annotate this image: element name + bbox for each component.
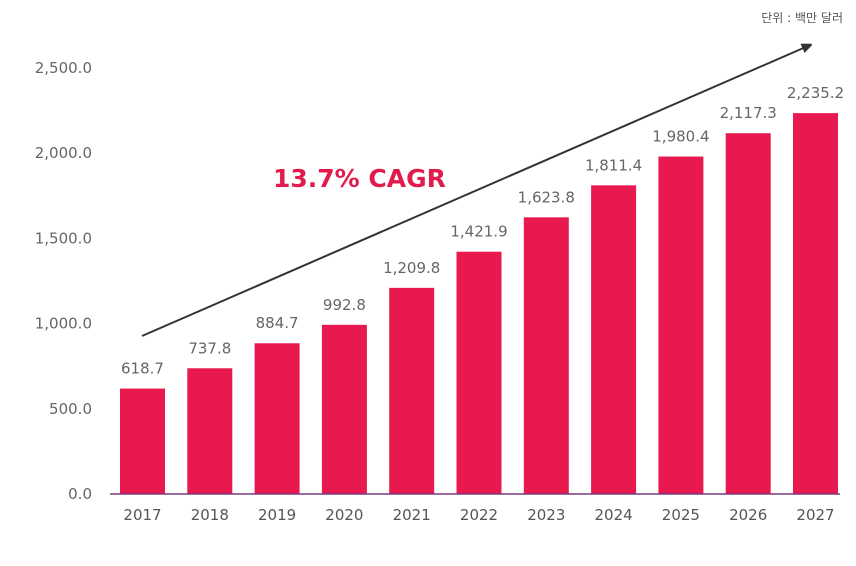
data-label-2027: 2,235.2 [787,84,844,102]
data-label-2023: 1,623.8 [518,188,575,206]
x-tick-label-2027: 2027 [796,506,834,524]
bar-2020 [321,324,367,494]
bar-2022 [456,251,502,494]
y-tick-label: 2,500.0 [35,59,92,77]
bar-2021 [389,287,435,494]
x-tick-label-2018: 2018 [191,506,229,524]
x-tick-label-2023: 2023 [527,506,565,524]
data-label-2020: 992.8 [323,296,366,314]
data-labels: 618.7 737.8 884.7 992.8 1,209.8 1,421.9 1,623.… [121,84,844,377]
bar-2024 [591,185,637,494]
x-tick-label-2021: 2021 [393,506,431,524]
x-axis-ticks: 2017 2018 2019 2020 2021 2022 2023 2024 2025 2026… [123,506,834,524]
cagr-annotation: 13.7% CAGR [273,164,446,193]
bars [120,113,838,494]
y-tick-label: 1,000.0 [35,315,92,333]
data-label-2025: 1,980.4 [652,128,709,146]
y-tick-label: 0.0 [68,485,92,503]
y-axis-ticks: 0.0 500.0 1,000.0 1,500.0 2,000.0 2,500.0 [35,59,92,503]
bar-2017 [120,388,165,494]
cagr-trend-arrow [141,46,808,337]
y-tick-label: 1,500.0 [35,229,92,247]
bar-2025 [658,156,704,494]
x-tick-label-2019: 2019 [258,506,296,524]
data-label-2022: 1,421.9 [450,223,507,241]
y-tick-label: 2,000.0 [35,144,92,162]
data-label-2019: 884.7 [256,314,299,332]
x-tick-label-2024: 2024 [595,506,633,524]
x-tick-label-2025: 2025 [662,506,700,524]
y-tick-label: 500.0 [49,400,92,418]
x-tick-label-2020: 2020 [325,506,363,524]
bar-2019 [254,343,300,494]
data-label-2024: 1,811.4 [585,156,642,174]
x-tick-label-2022: 2022 [460,506,498,524]
bar-2027 [793,113,838,494]
x-tick-label-2017: 2017 [123,506,161,524]
data-label-2021: 1,209.8 [383,259,440,277]
bar-2018 [187,368,233,494]
data-label-2026: 2,117.3 [720,104,777,122]
data-label-2018: 737.8 [188,339,231,357]
unit-label: 단위 : 백만 달러 [761,11,843,25]
bar-2026 [725,133,771,494]
data-label-2017: 618.7 [121,360,164,378]
bar-2023 [523,217,569,494]
x-tick-label-2026: 2026 [729,506,767,524]
